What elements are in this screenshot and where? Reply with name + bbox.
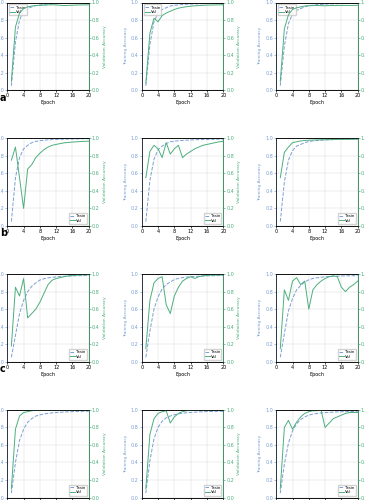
Text: b: b [0,228,7,238]
Legend: Train, Val: Train, Val [338,213,356,224]
Legend: Train, Val: Train, Val [204,213,221,224]
X-axis label: Epoch: Epoch [175,236,190,241]
Text: c: c [0,364,6,374]
Y-axis label: Training Accuracy: Training Accuracy [124,163,128,202]
Y-axis label: Training Accuracy: Training Accuracy [258,434,262,473]
Y-axis label: Training Accuracy: Training Accuracy [258,163,262,202]
Y-axis label: Validation Accuracy: Validation Accuracy [237,296,241,340]
Y-axis label: Training Accuracy: Training Accuracy [258,27,262,66]
Legend: Train, Val: Train, Val [278,4,296,16]
Legend: Train, Val: Train, Val [144,4,161,16]
Y-axis label: Validation Accuracy: Validation Accuracy [237,25,241,68]
Y-axis label: Training Accuracy: Training Accuracy [258,298,262,337]
X-axis label: Epoch: Epoch [310,100,324,105]
X-axis label: Epoch: Epoch [41,236,55,241]
Legend: Train, Val: Train, Val [69,484,87,496]
Y-axis label: Validation Accuracy: Validation Accuracy [103,25,107,68]
Y-axis label: Validation Accuracy: Validation Accuracy [103,432,107,475]
X-axis label: Epoch: Epoch [310,372,324,377]
Legend: Train, Val: Train, Val [338,349,356,360]
Legend: Train, Val: Train, Val [9,4,27,16]
Legend: Train, Val: Train, Val [69,213,87,224]
X-axis label: Epoch: Epoch [175,372,190,377]
Y-axis label: Training Accuracy: Training Accuracy [124,27,128,66]
X-axis label: Epoch: Epoch [310,236,324,241]
X-axis label: Epoch: Epoch [41,100,55,105]
Y-axis label: Validation Accuracy: Validation Accuracy [237,160,241,204]
Y-axis label: Training Accuracy: Training Accuracy [124,434,128,473]
X-axis label: Epoch: Epoch [175,100,190,105]
Text: a: a [0,92,7,102]
Legend: Train, Val: Train, Val [338,484,356,496]
Legend: Train, Val: Train, Val [204,349,221,360]
Y-axis label: Validation Accuracy: Validation Accuracy [103,160,107,204]
Legend: Train, Val: Train, Val [69,349,87,360]
X-axis label: Epoch: Epoch [41,372,55,377]
Y-axis label: Training Accuracy: Training Accuracy [124,298,128,337]
Y-axis label: Validation Accuracy: Validation Accuracy [237,432,241,475]
Legend: Train, Val: Train, Val [204,484,221,496]
Y-axis label: Validation Accuracy: Validation Accuracy [103,296,107,340]
